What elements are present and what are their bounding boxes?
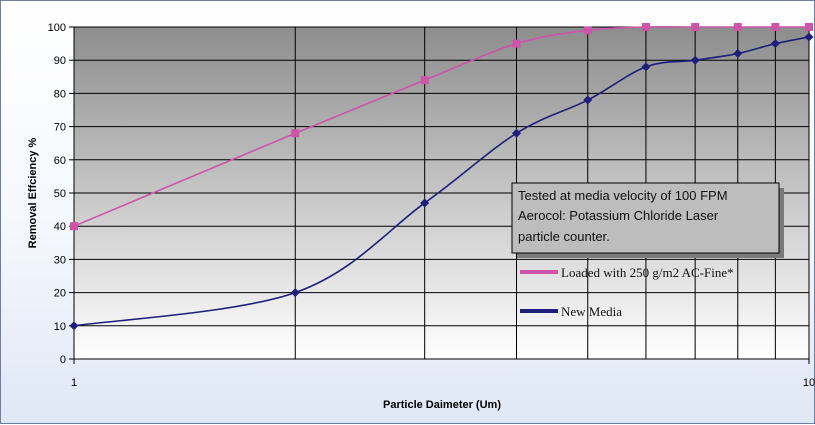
x-axis-title: Particle Daimeter (Um) [383,399,501,411]
y-tick-label-30: 30 [54,254,66,266]
series-0-marker-1 [291,129,300,138]
series-1-marker-6 [690,55,700,65]
legend-label-new-media: New Media [561,304,622,319]
series-1-marker-8 [770,39,780,49]
annotation-background [511,182,780,254]
annotation-box: Tested at media velocity of 100 FPM Aero… [511,182,784,258]
series-0-marker-4 [583,26,592,35]
x-tick-label-10: 10 [803,377,815,389]
y-tick-label-0: 0 [60,354,66,366]
y-tick-label-10: 10 [54,321,66,333]
series-1-marker-3 [512,128,522,138]
series-0-marker-8 [771,23,780,31]
series-1-marker-7 [733,49,743,59]
series-0-marker-2 [420,76,429,85]
series-0-marker-5 [641,23,650,31]
x-axis-ticks: 1 10 [71,359,815,389]
annotation-line-3: particle counter. [518,229,610,244]
series-1-marker-4 [583,95,593,105]
series-layer [69,23,814,331]
legend: Loaded with 250 g/m2 AC-Fine* New Media [520,265,734,319]
series-1-marker-2 [420,198,430,208]
y-tick-label-90: 90 [54,55,66,67]
y-axis-title: Removal Effciency % [27,137,39,248]
annotation-line-2: Aerocol: Potassium Chloride Laser [518,208,719,223]
y-tick-label-80: 80 [54,88,66,100]
series-0-marker-9 [805,23,813,31]
y-tick-label-40: 40 [54,221,66,233]
series-1-marker-9 [804,32,814,42]
x-tick-label-1: 1 [71,377,77,389]
y-tick-label-70: 70 [54,122,66,134]
y-tick-label-100: 100 [48,22,66,34]
series-1-marker-0 [69,321,79,331]
series-0-marker-0 [70,222,78,231]
y-tick-label-50: 50 [54,188,66,200]
series-0-marker-6 [691,23,700,31]
series-0-marker-3 [512,39,521,48]
legend-label-loaded: Loaded with 250 g/m2 AC-Fine* [561,265,734,280]
y-tick-label-20: 20 [54,288,66,300]
annotation-line-1: Tested at media velocity of 100 FPM [518,188,728,203]
y-axis-ticks: 0 10 20 30 40 50 60 70 80 90 100 [48,22,74,366]
series-1-marker-1 [290,288,300,298]
y-tick-label-60: 60 [54,155,66,167]
series-0-marker-7 [733,23,742,31]
